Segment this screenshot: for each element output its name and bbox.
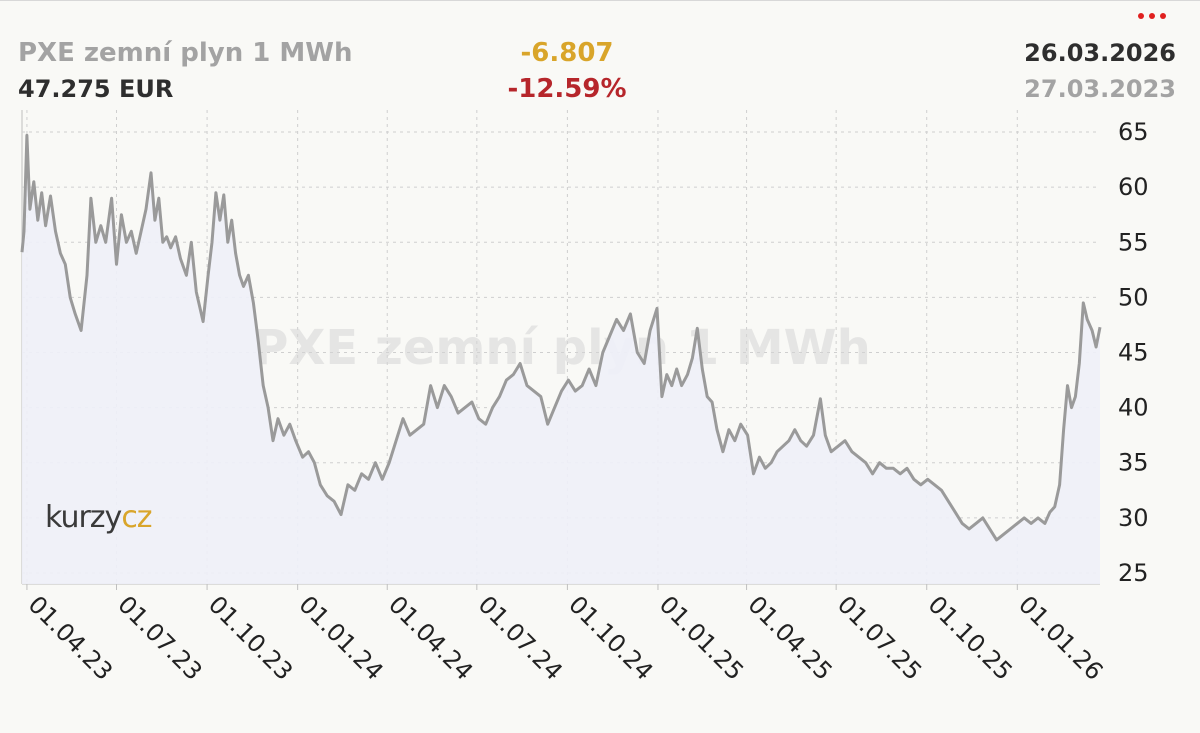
x-tick-label: 01.04.24	[383, 590, 478, 685]
y-tick-label: 65	[1118, 118, 1149, 146]
start-date: 27.03.2023	[1024, 75, 1176, 103]
y-tick-label: 30	[1118, 504, 1149, 532]
menu-dot	[1149, 13, 1155, 19]
price-change-percent: -12.59%	[507, 74, 627, 104]
y-tick-label: 45	[1118, 339, 1149, 367]
kurzy-logo: kurzycz	[45, 500, 153, 535]
x-tick-label: 01.10.23	[203, 590, 298, 685]
more-menu-icon[interactable]	[1138, 13, 1166, 19]
price-line[interactable]	[20, 133, 1102, 542]
end-date: 26.03.2026	[1024, 39, 1176, 67]
instrument-title: PXE zemní plyn 1 MWh	[18, 38, 353, 68]
x-tick-label: 01.04.25	[742, 590, 837, 685]
x-tick-label: 01.01.24	[293, 590, 388, 685]
x-tick-label: 01.01.26	[1013, 590, 1108, 685]
y-tick-label: 35	[1118, 449, 1149, 477]
y-tick-label: 55	[1118, 228, 1149, 256]
y-tick-label: 40	[1118, 394, 1149, 422]
x-tick-label: 01.01.25	[654, 590, 749, 685]
logo-right-text: cz	[121, 500, 151, 535]
top-border	[0, 0, 1200, 1]
menu-dot	[1160, 13, 1166, 19]
y-tick-label: 60	[1118, 173, 1149, 201]
y-tick-label: 25	[1118, 559, 1149, 587]
watermark-text: PXE zemní plyn 1 MWh	[253, 320, 871, 376]
price-area	[22, 135, 1100, 584]
svg-text:kurzycz: kurzycz	[45, 500, 152, 535]
y-tick-label: 50	[1118, 283, 1149, 311]
x-tick-label: 01.07.23	[112, 590, 207, 685]
x-tick-label: 01.04.23	[23, 590, 118, 685]
current-price: 47.275 EUR	[18, 75, 174, 103]
x-tick-label: 01.10.25	[922, 590, 1017, 685]
x-tick-label: 01.10.24	[563, 590, 658, 685]
x-tick-label: 01.07.24	[473, 590, 568, 685]
menu-dot	[1138, 13, 1144, 19]
x-tick-label: 01.07.25	[832, 590, 927, 685]
price-change: -6.807	[520, 38, 614, 68]
logo-left-text: kurzy	[45, 500, 122, 535]
